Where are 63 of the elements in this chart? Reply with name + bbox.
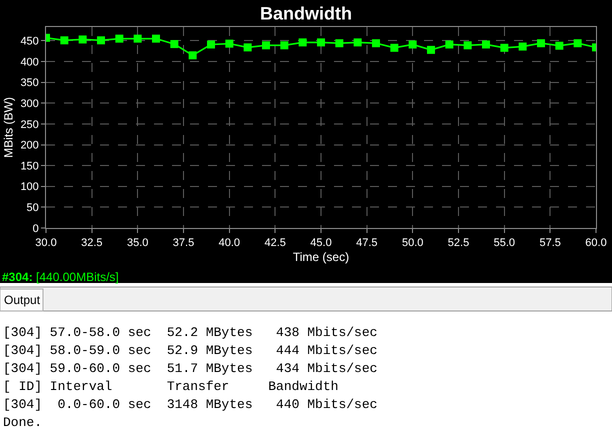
- text: #304: [440.00MBits/s]: [2, 270, 119, 284]
- x-tick-label: 55.0: [494, 237, 516, 250]
- x-tick-label: 37.5: [172, 237, 194, 250]
- point: [445, 40, 454, 48]
- x-tick-label: 60.0: [585, 237, 607, 250]
- point: [354, 38, 362, 46]
- point: [372, 39, 380, 48]
- x-tick-label: 47.5: [356, 237, 378, 250]
- text: Done.: [3, 415, 42, 430]
- y-tick-label: 50: [26, 202, 39, 214]
- point: [482, 40, 490, 48]
- point: [298, 38, 307, 46]
- chart-title: Bandwidth: [260, 3, 352, 24]
- point: [152, 34, 160, 43]
- y-tick-label: 150: [20, 160, 39, 172]
- text: [304] 57.0-58.0 sec 52.2 MBytes 438 Mbits/sec: [3, 325, 378, 340]
- point: [262, 41, 270, 50]
- y-tick-label: 400: [20, 56, 39, 68]
- x-tick-label: 45.0: [310, 237, 332, 250]
- point: [225, 40, 234, 48]
- point: [427, 46, 435, 54]
- point: [60, 36, 68, 44]
- point: [408, 40, 417, 48]
- x-tick-label: 52.5: [448, 237, 470, 250]
- point: [280, 41, 288, 50]
- text: [304] 58.0-59.0 sec 52.9 MBytes 444 Mbits/sec: [3, 343, 378, 358]
- point: [244, 43, 252, 52]
- point: [390, 44, 398, 52]
- text: [304] 59.0-60.0 sec 51.7 MBytes 434 Mbits/sec: [3, 361, 378, 376]
- point: [207, 40, 215, 48]
- point: [170, 40, 178, 48]
- point: [500, 44, 508, 52]
- point: [115, 34, 124, 43]
- point: [335, 39, 344, 48]
- x-tick-label: 32.5: [81, 237, 103, 250]
- x-tick-label: 50.0: [402, 237, 424, 250]
- text: Output: [4, 293, 41, 307]
- point: [574, 39, 582, 48]
- x-tick-label: 57.5: [539, 237, 561, 250]
- y-tick-label: 100: [20, 181, 39, 194]
- point: [78, 35, 87, 44]
- x-tick-label: 42.5: [264, 237, 286, 250]
- x-tick-label: 30.0: [35, 237, 57, 250]
- y-axis-title: MBits (BW): [2, 97, 16, 158]
- text: [ ID] Interval Transfer Bandwidth: [3, 379, 338, 394]
- y-tick-label: 450: [20, 36, 39, 48]
- point: [537, 39, 545, 48]
- x-tick-label: 40.0: [218, 237, 240, 250]
- x-axis-title: Time (sec): [292, 250, 350, 264]
- x-tick-label: 35.0: [126, 237, 148, 250]
- point: [555, 42, 564, 50]
- point: [188, 51, 197, 60]
- y-tick-label: 350: [20, 77, 39, 90]
- point: [518, 42, 527, 51]
- point: [134, 34, 142, 43]
- point: [464, 41, 472, 50]
- point: [97, 36, 105, 44]
- y-tick-label: 300: [20, 98, 39, 110]
- y-tick-label: 0: [32, 222, 39, 235]
- point: [317, 38, 325, 46]
- y-tick-label: 200: [20, 140, 39, 152]
- y-tick-label: 250: [20, 118, 39, 131]
- text: [304] 0.0-60.0 sec 3148 MBytes 440 Mbits/sec: [3, 397, 378, 412]
